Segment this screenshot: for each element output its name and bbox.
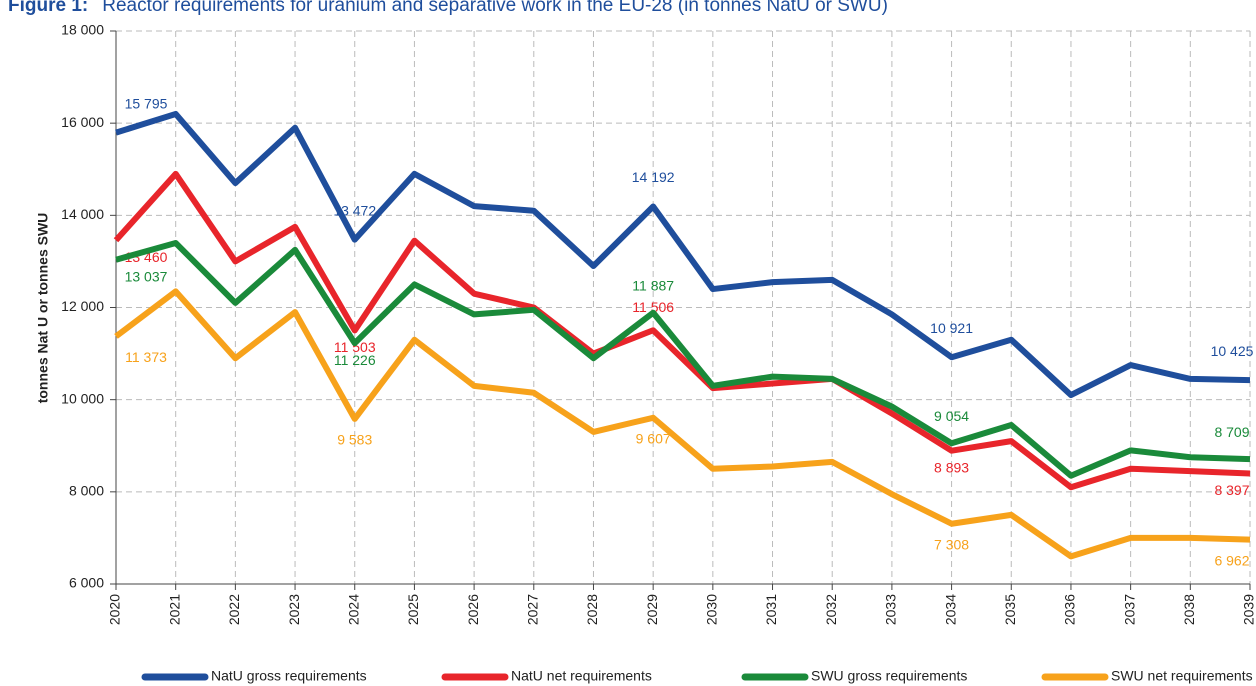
data-label: 9 583 bbox=[337, 432, 372, 448]
x-tick-label: 2026 bbox=[465, 594, 481, 625]
data-label: 9 054 bbox=[934, 408, 969, 424]
x-tick-label: 2036 bbox=[1062, 594, 1078, 625]
x-tick-label: 2020 bbox=[107, 594, 123, 625]
legend-label: SWU gross requirements bbox=[811, 668, 967, 684]
x-tick-label: 2037 bbox=[1121, 594, 1137, 625]
data-label: 7 308 bbox=[934, 536, 969, 552]
data-label: 11 503 bbox=[334, 339, 376, 355]
figure-label: Figure 1: bbox=[8, 0, 88, 16]
x-tick-label: 2034 bbox=[942, 594, 958, 625]
data-label: 11 226 bbox=[334, 352, 376, 368]
x-tick-label: 2035 bbox=[1002, 594, 1018, 625]
data-label: 6 962 bbox=[1214, 552, 1249, 568]
x-tick-label: 2025 bbox=[405, 594, 421, 625]
data-label: 8 397 bbox=[1214, 482, 1249, 498]
x-tick-label: 2039 bbox=[1241, 594, 1256, 625]
title-text: Reactor requirements for uranium and sep… bbox=[102, 0, 888, 16]
data-label: 13 472 bbox=[333, 202, 376, 218]
legend-label: NatU net requirements bbox=[511, 668, 652, 684]
x-tick-label: 2030 bbox=[704, 594, 720, 625]
series-line bbox=[113, 170, 1251, 491]
data-label: 11 373 bbox=[125, 349, 167, 365]
x-tick-label: 2024 bbox=[345, 594, 361, 625]
y-tick-label: 16 000 bbox=[61, 114, 104, 130]
x-tick-label: 2031 bbox=[763, 594, 779, 625]
x-tick-label: 2029 bbox=[644, 594, 660, 625]
data-label: 10 425 bbox=[1211, 343, 1254, 359]
data-label: 13 037 bbox=[125, 268, 168, 284]
data-label: 11 506 bbox=[632, 299, 674, 315]
y-axis-label: tonnes Nat U or tonnes SWU bbox=[35, 213, 51, 404]
x-tick-label: 2033 bbox=[883, 594, 899, 625]
x-tick-label: 2021 bbox=[166, 594, 182, 625]
x-tick-label: 2023 bbox=[286, 594, 302, 625]
series-line bbox=[115, 110, 1251, 399]
chart-title: Figure 1: Reactor requirements for uraniu… bbox=[8, 0, 888, 16]
legend-label: SWU net requirements bbox=[1111, 668, 1253, 684]
y-tick-label: 12 000 bbox=[61, 298, 104, 314]
data-label: 10 921 bbox=[930, 320, 973, 336]
x-tick-label: 2032 bbox=[823, 594, 839, 625]
data-label: 8 893 bbox=[934, 459, 969, 475]
data-label: 15 795 bbox=[125, 95, 168, 111]
series-line bbox=[115, 239, 1251, 479]
x-tick-label: 2022 bbox=[226, 594, 242, 625]
y-tick-label: 8 000 bbox=[69, 483, 104, 499]
data-label: 14 192 bbox=[632, 169, 675, 185]
data-label: 8 709 bbox=[1214, 424, 1249, 440]
x-tick-label: 2038 bbox=[1181, 594, 1197, 625]
x-tick-label: 2028 bbox=[584, 594, 600, 625]
data-label: 11 887 bbox=[632, 277, 674, 293]
y-tick-label: 18 000 bbox=[61, 22, 104, 38]
data-label: 9 607 bbox=[636, 430, 671, 446]
legend-label: NatU gross requirements bbox=[211, 668, 367, 684]
x-tick-label: 2027 bbox=[524, 594, 540, 625]
y-tick-label: 6 000 bbox=[69, 575, 104, 591]
y-tick-label: 14 000 bbox=[61, 206, 104, 222]
series-line bbox=[114, 288, 1251, 560]
y-tick-label: 10 000 bbox=[61, 390, 104, 406]
